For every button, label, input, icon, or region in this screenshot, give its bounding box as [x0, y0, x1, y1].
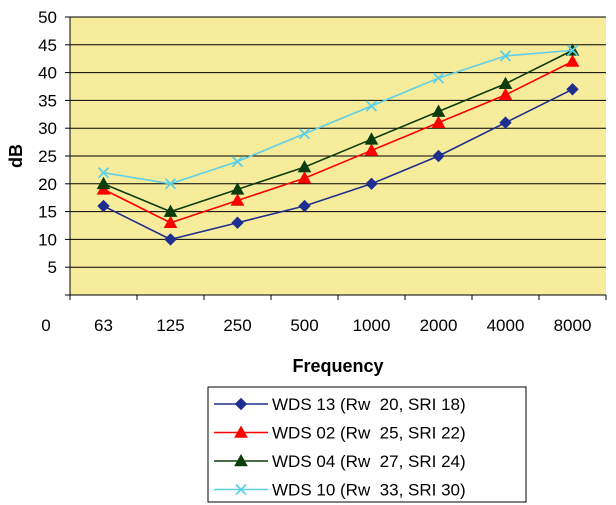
- data-point: [231, 155, 244, 168]
- legend-label: WDS 02 (Rw 25, SRI 22): [272, 424, 466, 443]
- legend-item: WDS 04 (Rw 27, SRI 24): [214, 452, 466, 471]
- legend-marker: [234, 425, 248, 438]
- legend-label: WDS 10 (Rw 33, SRI 30): [272, 481, 466, 500]
- axes: [65, 16, 607, 300]
- legend-item: WDS 02 (Rw 25, SRI 22): [214, 424, 466, 443]
- data-point: [96, 176, 111, 190]
- legend: WDS 13 (Rw 20, SRI 18) WDS 02 (Rw 25, SRI…: [207, 386, 527, 503]
- x-tick-label: 2000: [420, 316, 458, 335]
- y-tick-label-zero: 0: [41, 316, 50, 335]
- data-point: [364, 143, 379, 156]
- y-tick-label: 20: [38, 175, 57, 194]
- data-point: [231, 216, 244, 229]
- y-tick-label: 50: [38, 8, 57, 27]
- series-4: [97, 44, 579, 190]
- y-tick-label: 35: [38, 91, 57, 110]
- legend-item: WDS 10 (Rw 33, SRI 30): [214, 481, 466, 500]
- series-1: [97, 83, 579, 246]
- data-point: [431, 104, 446, 117]
- data-point: [365, 177, 378, 191]
- data-point: [97, 199, 110, 213]
- data-point: [431, 115, 446, 128]
- data-point: [298, 199, 311, 213]
- x-tick-label: 63: [94, 316, 113, 335]
- data-point: [297, 171, 312, 184]
- data-point: [164, 233, 177, 246]
- series-line: [103, 49, 573, 213]
- data-point: [230, 193, 245, 206]
- data-point: [163, 204, 178, 217]
- x-tick-label: 4000: [487, 316, 525, 335]
- data-point: [566, 83, 579, 96]
- data-point: [498, 87, 513, 101]
- data-point: [565, 54, 580, 67]
- y-axis-title: dB: [6, 144, 26, 168]
- legend-marker: [235, 483, 247, 496]
- y-tick-label: 30: [38, 119, 57, 138]
- y-tick-label: 25: [38, 147, 57, 166]
- series-line: [103, 88, 573, 241]
- y-tick-labels: 5 10 15 20 25 30 35 40 45 50 0: [38, 8, 57, 335]
- data-point: [164, 178, 177, 190]
- data-point: [230, 182, 245, 195]
- data-point: [364, 132, 379, 145]
- data-point: [298, 128, 311, 140]
- data-point: [432, 149, 445, 163]
- series-line: [103, 60, 573, 224]
- data-point: [498, 76, 513, 90]
- x-axis-title: Frequency: [292, 356, 383, 376]
- data-point: [97, 167, 110, 179]
- legend-marker: [234, 397, 248, 411]
- legend-label: WDS 04 (Rw 27, SRI 24): [272, 452, 466, 471]
- legend-item: WDS 13 (Rw 20, SRI 18): [214, 395, 466, 414]
- y-tick-label: 5: [48, 258, 57, 277]
- legend-box: [207, 386, 527, 503]
- series-3: [96, 43, 580, 217]
- data-point: [566, 44, 579, 56]
- data-point: [365, 100, 378, 112]
- x-tick-labels: 63 125 250 500 1000 2000 4000 8000: [94, 316, 591, 335]
- y-tick-label: 45: [38, 36, 57, 55]
- x-tick-label: 125: [156, 316, 184, 335]
- data-point: [163, 215, 178, 229]
- data-point: [499, 116, 512, 129]
- x-tick-label: 250: [223, 316, 251, 335]
- y-tick-label: 40: [38, 64, 57, 83]
- series-line: [103, 49, 573, 185]
- gridlines: [70, 16, 606, 268]
- data-point: [297, 160, 312, 173]
- data-point: [432, 72, 445, 84]
- y-tick-label: 15: [38, 203, 57, 222]
- x-tick-label: 500: [290, 316, 318, 335]
- x-tick-label: 1000: [353, 316, 391, 335]
- legend-marker: [234, 453, 248, 467]
- legend-label: WDS 13 (Rw 20, SRI 18): [272, 395, 466, 414]
- data-point: [499, 50, 512, 62]
- y-tick-label: 10: [38, 230, 57, 249]
- x-tick-label: 8000: [554, 316, 592, 335]
- series-group: [96, 43, 580, 246]
